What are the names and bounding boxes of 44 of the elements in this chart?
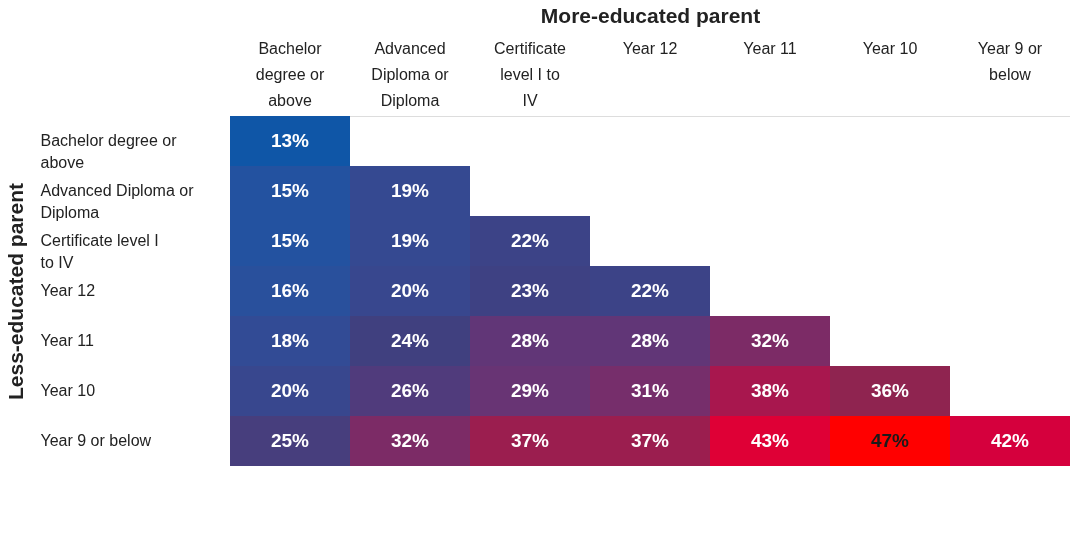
data-label: 43%: [750, 430, 790, 451]
data-label: 16%: [270, 280, 310, 301]
x-tick-label: Certificate level I to IV: [493, 39, 567, 109]
y-tick-label: Bachelor degree or above: [40, 132, 178, 171]
data-label: 31%: [630, 380, 670, 401]
y-tick-label: Year 12: [40, 282, 96, 299]
y-tick-label: Advanced Diploma or Diploma: [40, 182, 195, 221]
data-label: 37%: [510, 430, 550, 451]
data-label: 24%: [390, 330, 430, 351]
y-tick-label: Certificate level I to IV: [40, 232, 159, 271]
data-label: 28%: [630, 330, 670, 351]
x-tick-label: Bachelor degree or above: [255, 39, 325, 109]
data-label: 18%: [270, 330, 310, 351]
data-label: 25%: [270, 430, 310, 451]
x-tick-label: Year 11: [743, 39, 797, 57]
data-label: 19%: [390, 180, 430, 201]
x-tick-label: Year 10: [862, 39, 918, 57]
data-label: 29%: [510, 380, 550, 401]
data-label: 38%: [750, 380, 790, 401]
x-tick-label: Year 9 or below: [977, 39, 1043, 83]
y-tick-label: Year 9 or below: [40, 432, 152, 449]
y-tick-label: Year 11: [40, 332, 94, 349]
data-label: 15%: [270, 230, 310, 251]
data-label: 37%: [630, 430, 670, 451]
y-axis-title: Less-educated parent: [3, 182, 27, 401]
data-label: 22%: [510, 230, 550, 251]
data-label: 22%: [630, 280, 670, 301]
x-tick-label: Year 12: [622, 39, 678, 57]
data-label: 36%: [870, 380, 910, 401]
data-label: 32%: [750, 330, 790, 351]
chart-title: More-educated parent: [540, 3, 761, 27]
x-tick-label: Advanced Diploma or Diploma: [371, 39, 450, 109]
y-tick-label: Year 10: [40, 382, 96, 399]
data-label: 19%: [390, 230, 430, 251]
data-label: 20%: [270, 380, 310, 401]
data-label: 15%: [270, 180, 310, 201]
data-label: 47%: [870, 430, 910, 451]
data-label: 26%: [390, 380, 430, 401]
data-label: 32%: [390, 430, 430, 451]
data-label: 13%: [270, 130, 310, 151]
data-label: 20%: [390, 280, 430, 301]
data-label: 28%: [510, 330, 550, 351]
data-label: 23%: [510, 280, 550, 301]
data-label: 42%: [990, 430, 1030, 451]
